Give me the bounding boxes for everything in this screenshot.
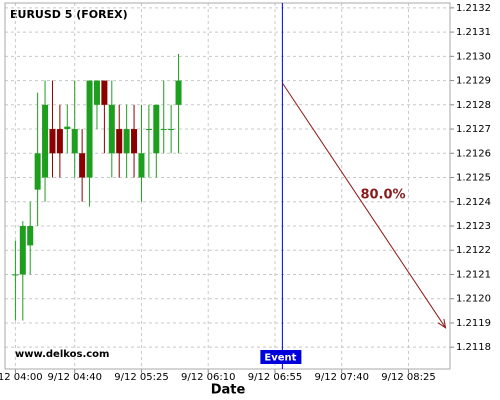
forecast-label: 80.0% [360, 188, 405, 203]
candle-body [160, 129, 167, 131]
candle-body [123, 129, 130, 154]
x-tick-label: 9/12 04:40 [47, 372, 101, 383]
candle-body [153, 104, 160, 154]
x-axis-label: Date [211, 383, 246, 398]
candle-body [145, 129, 152, 131]
y-tick-label: 1.2124 [456, 197, 491, 208]
x-tick-label: 9/12 08:25 [381, 372, 435, 383]
candle-body [86, 80, 93, 178]
candle-body [101, 80, 108, 105]
candle-body [116, 129, 123, 154]
candle-body [12, 274, 19, 276]
candle-body [93, 80, 100, 105]
candle-body [27, 225, 34, 246]
y-tick-label: 1.2128 [456, 100, 491, 111]
y-tick-label: 1.2132 [456, 3, 491, 14]
plot-frame [4, 2, 451, 370]
candle-body [49, 129, 56, 154]
y-tick-label: 1.2125 [456, 173, 491, 184]
x-tick-label: 9/12 06:10 [181, 372, 235, 383]
candle-body [19, 225, 26, 275]
candle-body [79, 153, 86, 178]
x-tick-label: 9/12 05:25 [114, 372, 168, 383]
candle-body [138, 153, 145, 178]
y-tick-label: 1.2121 [456, 269, 491, 280]
y-tick-label: 1.2130 [456, 51, 491, 62]
chart-title: EURUSD 5 (FOREX) [10, 8, 128, 21]
candle-body [56, 129, 63, 154]
watermark: www.delkos.com [15, 349, 109, 360]
candle-body [108, 104, 115, 154]
event-label: Event [264, 353, 296, 364]
y-tick-label: 1.2119 [456, 318, 491, 329]
y-tick-label: 1.2126 [456, 148, 491, 159]
candle-body [34, 153, 41, 190]
arrow-head [437, 318, 447, 329]
y-tick-label: 1.2123 [456, 221, 491, 232]
candle-body [131, 129, 138, 154]
x-tick-label: 9/12 07:40 [314, 372, 368, 383]
y-tick-label: 1.2129 [456, 76, 491, 87]
candle-body [64, 126, 71, 130]
candle-body [71, 129, 78, 154]
y-tick-label: 1.2118 [456, 342, 491, 353]
candle-body [42, 104, 49, 178]
y-tick-label: 1.2120 [456, 294, 491, 305]
forecast-arrow [281, 82, 446, 329]
y-tick-label: 1.2122 [456, 245, 491, 256]
event-box [260, 350, 302, 364]
x-tick-label: 9/12 06:55 [248, 372, 302, 383]
candle-body [175, 80, 182, 105]
y-tick-label: 1.2127 [456, 124, 491, 135]
y-tick-label: 1.2131 [456, 27, 491, 38]
x-tick-label: 9/12 04:00 [0, 372, 43, 383]
candle-body [168, 129, 175, 131]
